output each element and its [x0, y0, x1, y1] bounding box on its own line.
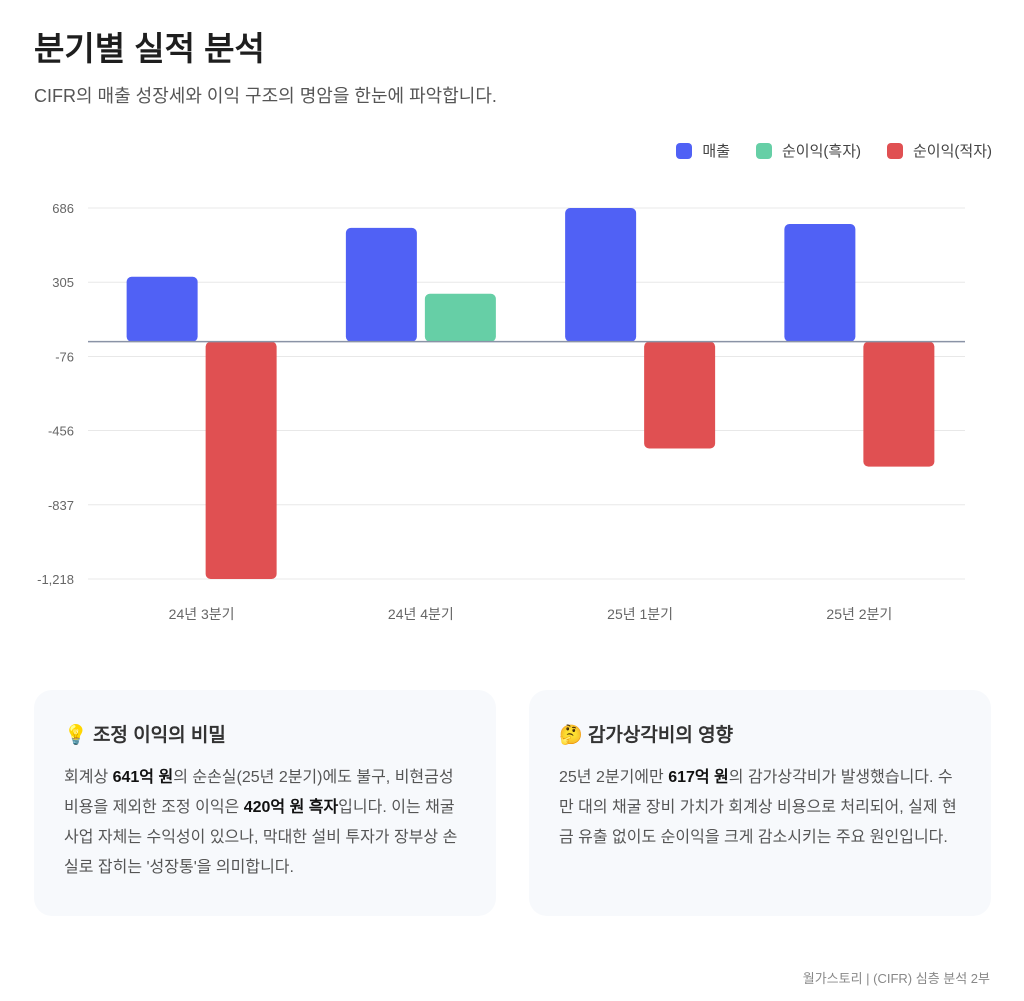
body-text: 의 순손실(25년 2분기)에도 불구, 비현금성 비용을 제외한 조정 이익은 [64, 769, 454, 816]
card-title: 감가상각비의 영향 [587, 725, 734, 746]
bar-loss [205, 341, 277, 579]
card-body: 회계상 641억 원의 순손실(25년 2분기)에도 불구, 비현금성 비용을 … [64, 763, 466, 883]
legend-swatch [887, 142, 903, 159]
highlight-text: 641억 원 [112, 769, 174, 786]
bar-loss [863, 341, 935, 467]
bar-revenue [345, 227, 417, 342]
x-tick-label: 24년 4분기 [388, 606, 454, 622]
highlight-text: 617억 원 [668, 769, 729, 786]
legend-label: 매출 [702, 143, 730, 160]
legend-item[interactable]: 순이익(적자) [887, 140, 992, 161]
legend-swatch [756, 142, 772, 159]
legend-item[interactable]: 순이익(흑자) [756, 140, 861, 161]
y-tick-label: -1,218 [37, 572, 74, 587]
body-text: 의 감가상각비가 발생했습니다. 수만 대의 채굴 장비 가치가 회계상 비용으… [559, 769, 957, 846]
x-tick-label: 25년 1분기 [607, 606, 673, 622]
body-text: 25년 2분기에만 [559, 769, 669, 786]
card-body: 25년 2분기에만 617억 원의 감가상각비가 발생했습니다. 수만 대의 채… [559, 763, 961, 853]
highlight-text: 420억 원 흑자 [243, 799, 339, 816]
body-text: 회계상 [64, 769, 113, 786]
bar-revenue [126, 276, 198, 342]
x-tick-label: 24년 3분기 [169, 606, 235, 622]
card-depreciation: 🤔 감가상각비의 영향 25년 2분기에만 617억 원의 감가상각비가 발생했… [529, 690, 991, 916]
y-tick-label: -837 [48, 498, 74, 513]
y-tick-label: 686 [52, 201, 74, 216]
legend-swatch [676, 142, 693, 159]
x-tick-label: 25년 2분기 [826, 606, 892, 622]
y-tick-label: -76 [55, 349, 74, 364]
legend-label: 순이익(흑자) [782, 143, 861, 160]
page-subtitle: CIFR의 매출 성장세와 이익 구조의 명암을 한눈에 파악합니다. [34, 86, 497, 106]
page-title: 분기별 실적 분석 [34, 30, 265, 67]
y-tick-label: -456 [48, 424, 74, 439]
chart-legend: 매출 순이익(흑자) 순이익(적자) [676, 140, 992, 161]
bar-chart: 686 305 -76 -456 -837 -1,218 24년 3분기 24년 4분기 25년… [37, 201, 965, 622]
footer: 월가스토리 | (CIFR) 심층 분석 2부 [802, 971, 990, 986]
card-adjusted-profit: 💡 조정 이익의 비밀 회계상 641억 원의 순손실(25년 2분기)에도 불… [34, 690, 496, 916]
bar-profit [424, 293, 496, 342]
thinking-face-icon: 🤔 [559, 725, 583, 746]
bar-loss [644, 341, 716, 449]
lightbulb-icon: 💡 [64, 725, 88, 746]
bar-revenue [565, 208, 637, 342]
legend-item[interactable]: 매출 [676, 140, 730, 161]
legend-label: 순이익(적자) [913, 143, 992, 160]
bar-revenue [784, 223, 856, 342]
body-text: 입니다. 이는 채굴 사업 자체는 수익성이 있으나, 막대한 설비 투자가 장… [64, 799, 458, 876]
y-tick-label: 305 [52, 275, 74, 290]
card-title: 조정 이익의 비밀 [92, 725, 226, 746]
